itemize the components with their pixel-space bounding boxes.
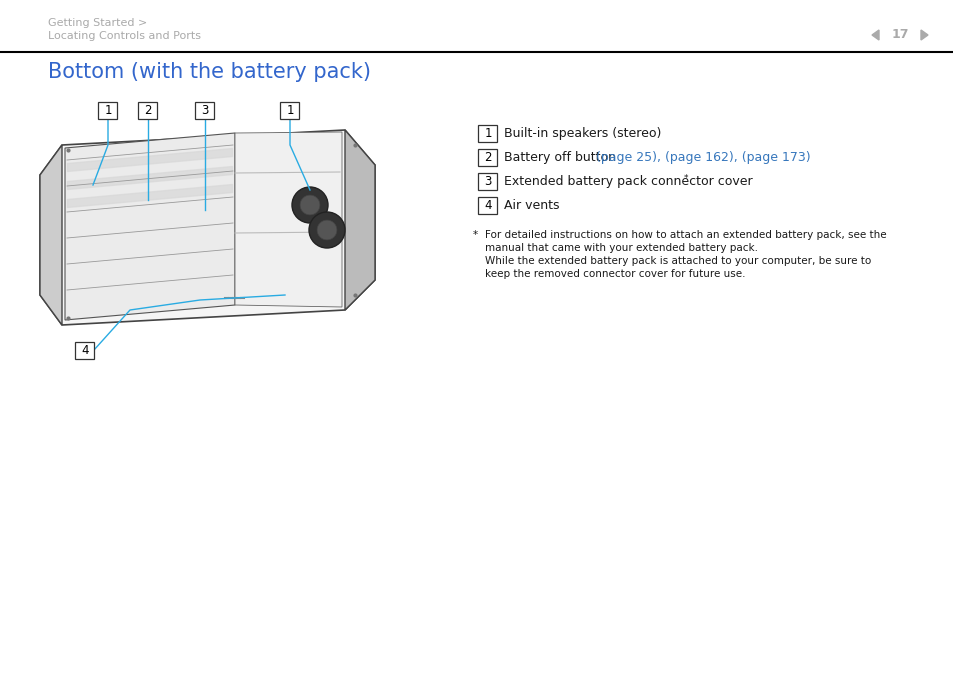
Polygon shape bbox=[871, 30, 878, 40]
Text: manual that came with your extended battery pack.: manual that came with your extended batt… bbox=[484, 243, 758, 253]
Text: 2: 2 bbox=[484, 151, 491, 164]
Polygon shape bbox=[234, 132, 341, 307]
Text: keep the removed connector cover for future use.: keep the removed connector cover for fut… bbox=[484, 269, 744, 279]
Circle shape bbox=[292, 187, 328, 223]
FancyBboxPatch shape bbox=[478, 197, 497, 214]
Text: 2: 2 bbox=[144, 104, 152, 117]
Text: For detailed instructions on how to attach an extended battery pack, see the: For detailed instructions on how to atta… bbox=[484, 230, 885, 240]
Polygon shape bbox=[65, 133, 234, 320]
Text: While the extended battery pack is attached to your computer, be sure to: While the extended battery pack is attac… bbox=[484, 256, 870, 266]
Polygon shape bbox=[345, 130, 375, 310]
Text: 1: 1 bbox=[286, 104, 294, 117]
FancyBboxPatch shape bbox=[280, 102, 299, 119]
Text: 4: 4 bbox=[81, 344, 89, 357]
Text: Built-in speakers (stereo): Built-in speakers (stereo) bbox=[503, 127, 660, 140]
Polygon shape bbox=[920, 30, 927, 40]
Polygon shape bbox=[40, 130, 375, 325]
Text: Air vents: Air vents bbox=[503, 199, 558, 212]
FancyBboxPatch shape bbox=[98, 102, 117, 119]
FancyBboxPatch shape bbox=[478, 173, 497, 189]
Text: *: * bbox=[682, 173, 687, 183]
Text: Getting Started >: Getting Started > bbox=[48, 18, 147, 28]
FancyBboxPatch shape bbox=[138, 102, 157, 119]
Circle shape bbox=[300, 195, 319, 215]
Text: *: * bbox=[473, 230, 477, 240]
Text: Locating Controls and Ports: Locating Controls and Ports bbox=[48, 31, 201, 41]
Text: 1: 1 bbox=[484, 127, 491, 140]
Polygon shape bbox=[40, 145, 62, 325]
Text: 17: 17 bbox=[890, 28, 908, 42]
Circle shape bbox=[316, 220, 336, 240]
Text: Extended battery pack connector cover: Extended battery pack connector cover bbox=[503, 175, 752, 188]
Circle shape bbox=[309, 212, 345, 248]
FancyBboxPatch shape bbox=[195, 102, 214, 119]
FancyBboxPatch shape bbox=[478, 125, 497, 142]
Text: 3: 3 bbox=[201, 104, 209, 117]
Text: Battery off button: Battery off button bbox=[503, 151, 619, 164]
FancyBboxPatch shape bbox=[478, 148, 497, 166]
Text: Bottom (with the battery pack): Bottom (with the battery pack) bbox=[48, 62, 371, 82]
Text: 3: 3 bbox=[484, 175, 491, 188]
FancyBboxPatch shape bbox=[75, 342, 94, 359]
Text: (page 25), (page 162), (page 173): (page 25), (page 162), (page 173) bbox=[596, 151, 810, 164]
Text: 1: 1 bbox=[104, 104, 112, 117]
Text: 4: 4 bbox=[484, 199, 491, 212]
